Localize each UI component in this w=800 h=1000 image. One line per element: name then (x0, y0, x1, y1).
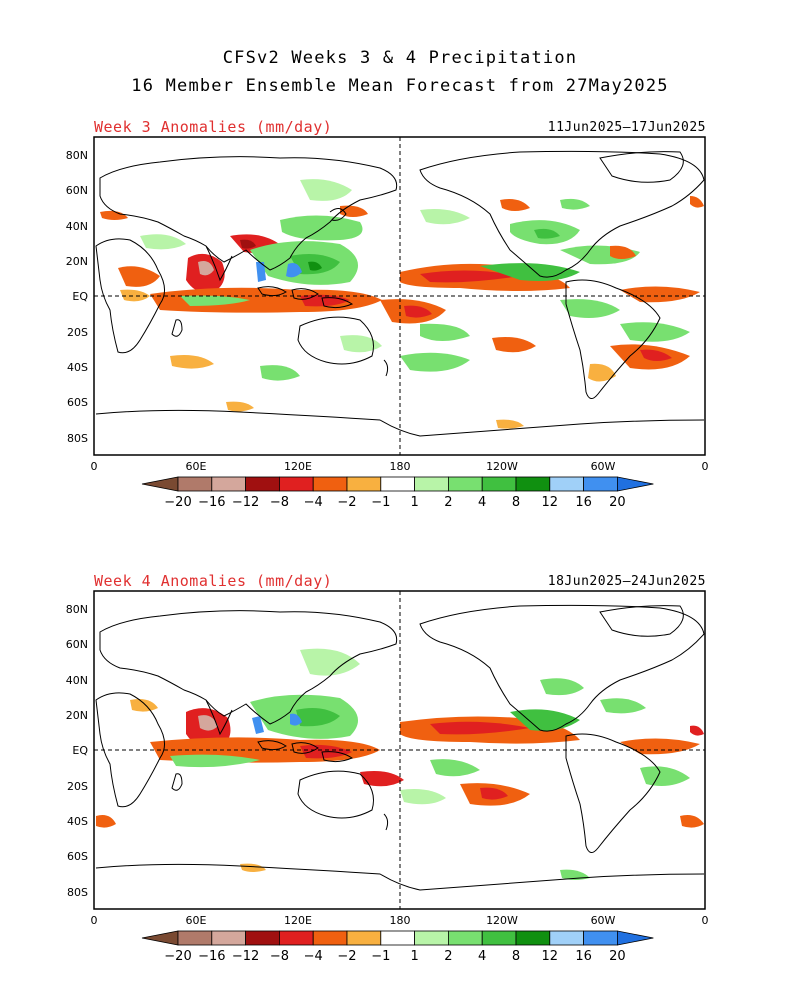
week4-reference-lines (94, 591, 705, 909)
svg-text:180: 180 (390, 460, 411, 473)
svg-text:EQ: EQ (72, 744, 88, 757)
colorbar-label: 12 (542, 495, 559, 510)
week3-lat-axis: 80N 60N 40N 20N EQ 20S 40S 60S 80S (66, 149, 89, 445)
title-line-2: 16 Member Ensemble Mean Forecast from 27… (131, 76, 669, 96)
svg-text:180: 180 (390, 914, 411, 927)
svg-text:20S: 20S (67, 326, 88, 339)
colorbar-swatch (414, 930, 449, 946)
colorbar-right-arrow (617, 930, 654, 946)
colorbar-swatch (380, 930, 415, 946)
svg-text:60W: 60W (591, 460, 616, 473)
colorbar-swatch (549, 930, 584, 946)
panel-week4-label: Week 4 Anomalies (mm/day) (94, 572, 333, 590)
week4-lat-axis: 80N 60N 40N 20N EQ 20S 40S 60S 80S (66, 603, 89, 899)
svg-text:20N: 20N (66, 255, 88, 268)
week4-map: 80N 60N 40N 20N EQ 20S 40S 60S 80S 0 60E… (66, 590, 709, 964)
colorbar-label: −2 (337, 495, 356, 510)
svg-text:60E: 60E (186, 914, 207, 927)
colorbar-label: 1 (410, 495, 418, 510)
week4-lon-axis: 0 60E 120E 180 120W 60W 0 (91, 914, 709, 927)
week4-coastlines (95, 604, 705, 891)
colorbar-swatch (245, 930, 280, 946)
svg-text:0: 0 (91, 914, 98, 927)
colorbar-label: 8 (512, 495, 520, 510)
colorbar-label: −20 (164, 949, 191, 964)
week3-coastlines (95, 150, 705, 437)
svg-text:60W: 60W (591, 914, 616, 927)
colorbar-label: 4 (478, 495, 486, 510)
colorbar-label: −8 (270, 495, 289, 510)
colorbar-label: −12 (232, 495, 259, 510)
week3-reference-lines (94, 137, 705, 455)
colorbar-label: −16 (198, 495, 225, 510)
colorbar-label: 2 (444, 495, 452, 510)
colorbar-label: 16 (575, 949, 592, 964)
svg-text:60S: 60S (67, 396, 88, 409)
colorbar-label: 2 (444, 949, 452, 964)
svg-text:0: 0 (702, 460, 709, 473)
svg-text:0: 0 (91, 460, 98, 473)
svg-text:20N: 20N (66, 709, 88, 722)
colorbar-label: 4 (478, 949, 486, 964)
title-line-1: CFSv2 Weeks 3 & 4 Precipitation (222, 48, 578, 68)
svg-text:60E: 60E (186, 460, 207, 473)
week4-colorbar: −20 −16 −12 −8 −4 −2 −1 1 2 4 8 12 16 20 (141, 930, 654, 964)
colorbar-label: −20 (164, 495, 191, 510)
svg-text:40S: 40S (67, 361, 88, 374)
colorbar-label: −8 (270, 949, 289, 964)
svg-text:120W: 120W (486, 914, 518, 927)
colorbar-right-arrow (617, 476, 654, 492)
colorbar-label: −2 (337, 949, 356, 964)
colorbar-label: 20 (609, 949, 626, 964)
panel-week3-dates: 11Jun2025—17Jun2025 (547, 120, 706, 135)
svg-text:80S: 80S (67, 886, 88, 899)
svg-text:40S: 40S (67, 815, 88, 828)
week3-map: 80N 60N 40N 20N EQ 20S 40S 60S 80S 0 60E… (66, 136, 709, 510)
colorbar-swatch (515, 930, 551, 946)
svg-text:40N: 40N (66, 674, 88, 687)
colorbar-swatch (278, 930, 314, 946)
colorbar-label: −1 (371, 495, 390, 510)
week3-anomaly-field (100, 179, 704, 429)
colorbar-label: −4 (304, 949, 323, 964)
svg-text:80N: 80N (66, 149, 88, 162)
colorbar-label: −12 (232, 949, 259, 964)
colorbar-label: −16 (198, 949, 225, 964)
svg-text:0: 0 (702, 914, 709, 927)
colorbar-swatch (481, 930, 517, 946)
week4-frame (93, 590, 706, 910)
colorbar-label: −1 (371, 949, 390, 964)
svg-text:EQ: EQ (72, 290, 88, 303)
colorbar-label: −4 (304, 495, 323, 510)
svg-text:80N: 80N (66, 603, 88, 616)
svg-text:120E: 120E (284, 914, 312, 927)
svg-text:120E: 120E (284, 460, 312, 473)
svg-text:60N: 60N (66, 184, 88, 197)
colorbar-label: 1 (410, 949, 418, 964)
colorbar-label: 16 (575, 495, 592, 510)
colorbar-swatch (177, 930, 213, 946)
svg-text:20S: 20S (67, 780, 88, 793)
svg-text:60N: 60N (66, 638, 88, 651)
week4-anomaly-field (96, 648, 704, 880)
colorbar-label: 20 (609, 495, 626, 510)
week3-frame (93, 136, 706, 456)
colorbar-swatch (211, 930, 247, 946)
svg-text:40N: 40N (66, 220, 88, 233)
week3-lon-axis: 0 60E 120E 180 120W 60W 0 (91, 460, 709, 473)
svg-text:120W: 120W (486, 460, 518, 473)
week3-colorbar: −20 −16 −12 −8 −4 −2 −1 1 2 4 8 12 16 20 (141, 476, 654, 510)
colorbar-swatch (346, 930, 382, 946)
colorbar-swatch (447, 930, 483, 946)
svg-text:60S: 60S (67, 850, 88, 863)
colorbar-label: 8 (512, 949, 520, 964)
colorbar-label: 12 (542, 949, 559, 964)
panel-week4-dates: 18Jun2025—24Jun2025 (547, 574, 706, 589)
panel-week3-label: Week 3 Anomalies (mm/day) (94, 118, 333, 136)
colorbar-left-arrow (141, 930, 179, 946)
svg-text:80S: 80S (67, 432, 88, 445)
colorbar-swatch (312, 930, 348, 946)
colorbar-swatch (583, 930, 618, 946)
